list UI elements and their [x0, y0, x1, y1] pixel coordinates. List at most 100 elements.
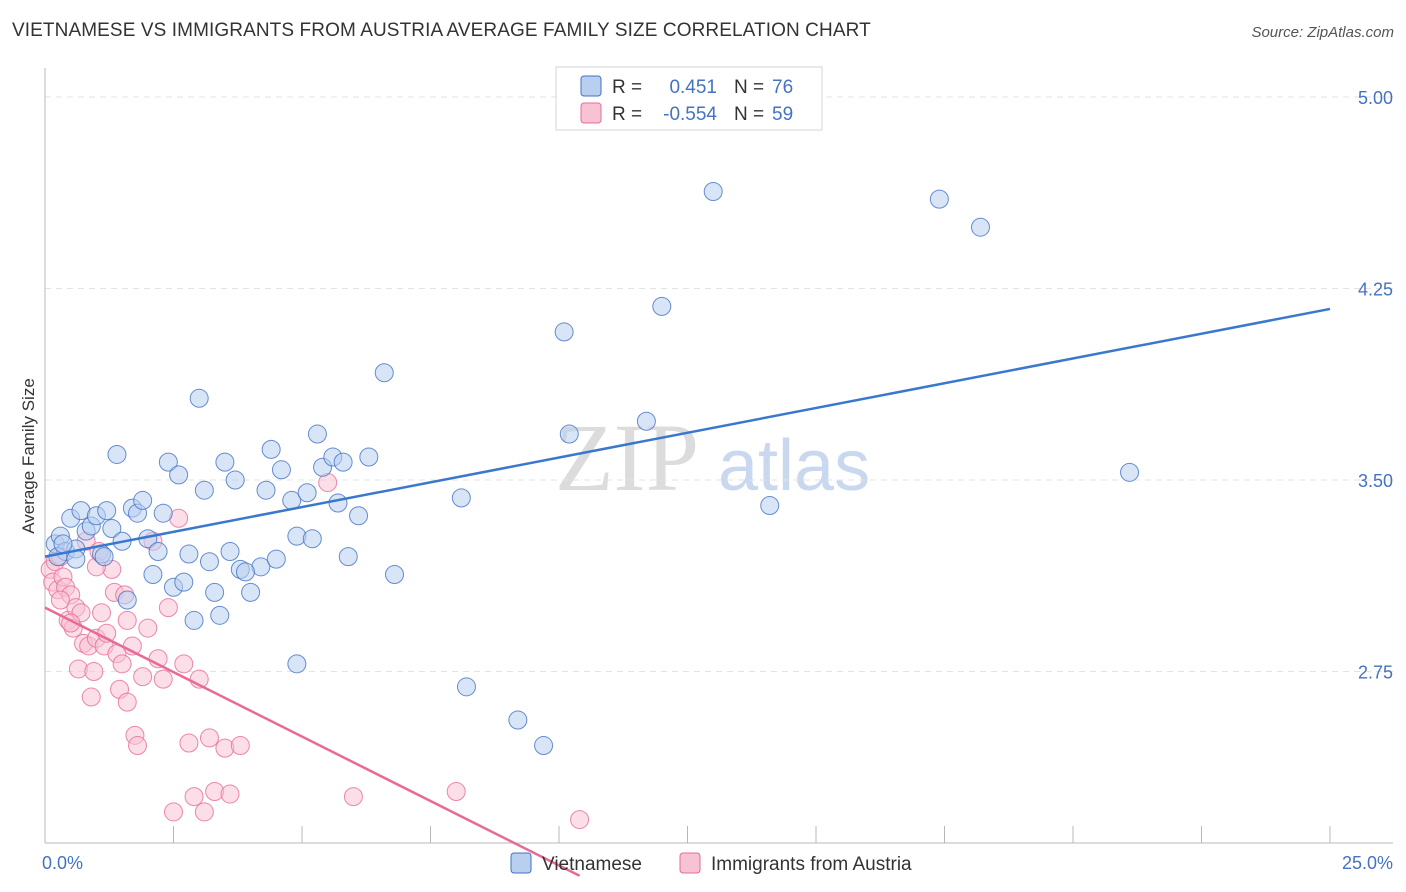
- vietnamese-point-62: [703, 181, 723, 201]
- austria-point-29: [117, 610, 137, 630]
- vietnamese-point-24: [179, 544, 199, 564]
- austria-point-56: [117, 692, 137, 712]
- vietnamese-point-19: [148, 541, 168, 561]
- watermark-zip: ZIP: [555, 404, 699, 511]
- vietnamese-point-75: [235, 562, 255, 582]
- legend-r-value-austria: -0.554: [663, 104, 717, 125]
- vietnamese-point-42: [297, 483, 317, 503]
- vietnamese-point-32: [225, 470, 245, 490]
- vietnamese-trend-line: [44, 307, 1331, 558]
- vietnamese-point-61: [652, 296, 672, 316]
- vietnamese-point-48: [333, 452, 353, 472]
- austria-point-42: [179, 733, 199, 753]
- vietnamese-point-57: [534, 736, 554, 756]
- austria-point-43: [184, 787, 204, 807]
- vietnamese-point-56: [508, 710, 528, 730]
- vietnamese-point-30: [215, 452, 235, 472]
- vietnamese-point-34: [241, 582, 261, 602]
- vietnamese-point-71: [287, 654, 307, 674]
- austria-point-32: [128, 736, 148, 756]
- austria-point-53: [570, 810, 590, 830]
- y-tick-label-2: 4.25: [1358, 280, 1393, 300]
- vietnamese-point-74: [174, 572, 194, 592]
- austria-point-17: [84, 662, 104, 681]
- legend-r-label-1: R =: [612, 77, 642, 98]
- trend-lines: [44, 307, 1331, 877]
- bottom-legend-label-austria: Immigrants from Austria: [711, 854, 912, 875]
- vietnamese-point-65: [970, 217, 990, 237]
- vietnamese-point-70: [184, 610, 204, 630]
- austria-point-34: [138, 618, 158, 638]
- grid-lines: [45, 96, 1393, 672]
- axes: [44, 68, 1393, 844]
- bottom-legend-swatch-vietnamese: [510, 852, 532, 874]
- vietnamese-point-49: [338, 547, 358, 567]
- series-immigrants-from-austria: [40, 473, 590, 830]
- vietnamese-point-37: [261, 439, 281, 459]
- legend-swatch-austria: [580, 102, 602, 124]
- austria-point-41: [174, 654, 194, 674]
- austria-point-57: [230, 736, 250, 756]
- legend-n-label-1: N =: [734, 77, 764, 98]
- vietnamese-point-39: [271, 460, 291, 480]
- legend-n-value-austria: 59: [772, 104, 793, 125]
- vietnamese-point-18: [143, 564, 163, 584]
- vietnamese-point-58: [554, 322, 574, 342]
- legend-swatch-vietnamese: [580, 75, 602, 97]
- vietnamese-point-59: [559, 424, 579, 444]
- austria-point-38: [158, 598, 178, 618]
- source-credit: Source: ZipAtlas.com: [1251, 24, 1394, 41]
- vietnamese-point-44: [307, 424, 327, 444]
- x-tick-label-min: 0.0%: [42, 853, 83, 873]
- vietnamese-point-26: [194, 480, 214, 500]
- legend-n-label-2: N =: [734, 104, 764, 125]
- austria-point-39: [164, 802, 183, 822]
- y-tick-label-1: 3.50: [1358, 471, 1393, 491]
- vietnamese-point-16: [133, 490, 153, 510]
- vietnamese-point-51: [359, 447, 379, 467]
- y-tick-label-3: 5.00: [1358, 88, 1393, 108]
- vietnamese-point-28: [205, 582, 225, 602]
- vietnamese-point-66: [1120, 462, 1140, 482]
- vietnamese-point-73: [117, 590, 137, 610]
- vietnamese-point-43: [302, 529, 322, 549]
- y-tick-label-0: 2.75: [1358, 663, 1393, 683]
- austria-point-37: [153, 669, 173, 689]
- vietnamese-point-11: [102, 519, 122, 539]
- vietnamese-point-10: [97, 501, 117, 521]
- vietnamese-point-69: [94, 547, 114, 567]
- austria-point-49: [220, 784, 240, 804]
- chart-title: VIETNAMESE VS IMMIGRANTS FROM AUSTRIA AV…: [12, 20, 871, 41]
- austria-point-16: [81, 687, 101, 707]
- correlation-legend: R = 0.451 N = 76 R = -0.554 N = 59: [555, 66, 823, 131]
- series-vietnamese: [45, 181, 1140, 756]
- watermark: ZIP atlas: [555, 404, 870, 511]
- series-legend: Vietnamese Immigrants from Austria: [510, 852, 912, 875]
- vietnamese-point-21: [158, 452, 178, 472]
- austria-point-52: [446, 782, 466, 802]
- austria-point-51: [343, 787, 363, 807]
- vietnamese-point-31: [220, 541, 240, 561]
- legend-n-value-vietnamese: 76: [772, 77, 793, 98]
- vietnamese-point-68: [53, 534, 73, 554]
- vietnamese-point-29: [210, 605, 230, 625]
- vietnamese-point-52: [374, 363, 394, 383]
- austria-point-58: [50, 590, 70, 610]
- legend-r-value-vietnamese: 0.451: [669, 77, 717, 98]
- vietnamese-point-12: [107, 444, 127, 464]
- vietnamese-point-25: [189, 388, 209, 408]
- vietnamese-point-38: [266, 549, 286, 569]
- vietnamese-point-53: [385, 564, 405, 584]
- vietnamese-point-20: [153, 503, 173, 523]
- bottom-legend-label-vietnamese: Vietnamese: [542, 854, 642, 875]
- y-tick-labels: 2.75 3.50 4.25 5.00: [1358, 88, 1393, 683]
- vietnamese-point-63: [760, 496, 780, 516]
- vietnamese-point-23: [169, 465, 189, 485]
- vietnamese-point-55: [456, 677, 476, 697]
- austria-point-45: [194, 802, 214, 822]
- x-tick-label-max: 25.0%: [1342, 853, 1393, 873]
- bottom-legend-swatch-austria: [679, 852, 701, 874]
- vietnamese-point-50: [349, 506, 369, 526]
- vietnamese-point-47: [328, 493, 348, 513]
